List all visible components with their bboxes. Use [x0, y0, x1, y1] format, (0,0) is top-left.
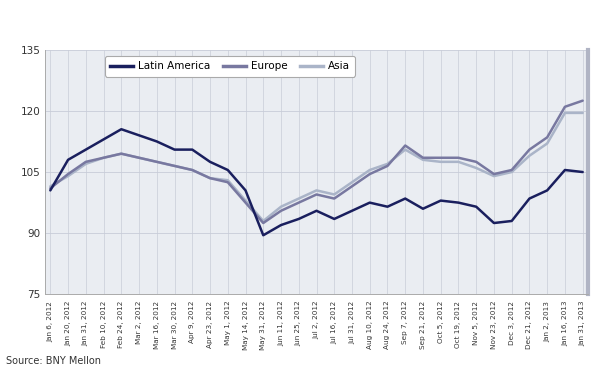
Text: Source: BNY Mellon: Source: BNY Mellon — [6, 356, 101, 366]
Legend: Latin America, Europe, Asia: Latin America, Europe, Asia — [104, 56, 355, 77]
Text: Regional ADR Indexes: Regional ADR Indexes — [197, 13, 403, 31]
